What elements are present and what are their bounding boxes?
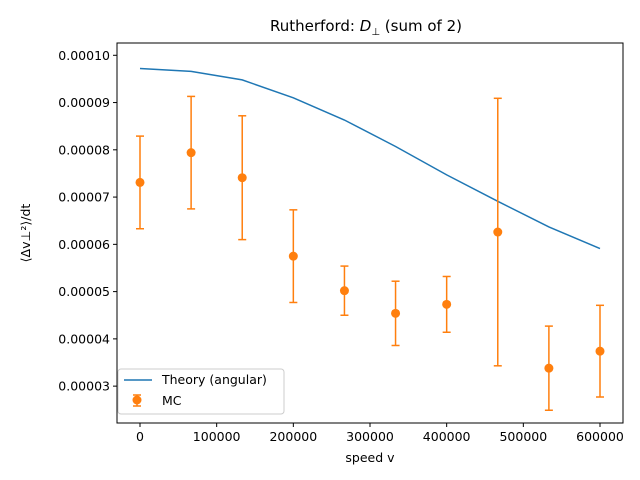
legend-box	[117, 368, 285, 415]
x-tick-label: 600000	[576, 429, 624, 444]
mc-point	[493, 227, 503, 237]
y-tick-label: 0.00004	[58, 331, 110, 346]
y-ticks: 0.00003 0.00004 0.00005 0.00006 0.00007 0.000…	[58, 48, 117, 394]
y-tick-label: 0.00010	[58, 48, 110, 63]
x-tick-label: 200000	[269, 429, 317, 444]
mc-point-group	[493, 97, 503, 367]
legend-mc-label: MC	[162, 393, 182, 408]
x-tick-label: 400000	[423, 429, 471, 444]
theory-line	[139, 67, 601, 250]
axes-frame	[116, 42, 624, 424]
mc-point-group	[339, 265, 349, 316]
y-tick-label: 0.00005	[58, 284, 110, 299]
mc-point	[186, 148, 196, 158]
mc-point-group	[288, 209, 298, 304]
mc-errorbar-layer	[135, 95, 605, 411]
x-tick-label: 100000	[193, 429, 241, 444]
y-tick-label: 0.00003	[58, 379, 110, 394]
y-tick-label: 0.00008	[58, 142, 110, 157]
x-tick-label: 300000	[346, 429, 394, 444]
legend-mc-marker	[132, 395, 142, 405]
mc-point-group	[135, 135, 145, 230]
mc-point	[442, 299, 452, 309]
mc-point	[135, 177, 145, 187]
x-tick-label: 500000	[499, 429, 547, 444]
x-ticks: 0 100000 200000 300000 400000 500000 600000	[136, 423, 624, 444]
mc-point	[237, 173, 247, 183]
x-axis-label: speed v	[345, 450, 395, 465]
mc-point-group	[595, 304, 605, 398]
mc-point-group	[391, 280, 401, 347]
mc-point	[339, 286, 349, 296]
y-tick-label: 0.00009	[58, 95, 110, 110]
mc-point-group	[237, 115, 247, 241]
mc-point	[391, 308, 401, 318]
legend: Theory (angular) MC	[117, 368, 285, 415]
chart-title: Rutherford: D⊥ (sum of 2)	[270, 17, 462, 38]
mc-point-group	[186, 95, 196, 210]
theory-line-layer	[139, 67, 601, 250]
mc-point-group	[442, 275, 452, 334]
y-axis-label: ⟨Δv⊥²⟩/dt	[18, 204, 33, 263]
legend-theory-label: Theory (angular)	[161, 372, 267, 387]
mc-point	[595, 346, 605, 356]
x-tick-label: 0	[136, 429, 144, 444]
y-tick-label: 0.00006	[58, 237, 110, 252]
mc-point	[544, 363, 554, 373]
mc-point	[288, 251, 298, 261]
mc-point-group	[544, 325, 554, 411]
y-tick-label: 0.00007	[58, 190, 110, 205]
